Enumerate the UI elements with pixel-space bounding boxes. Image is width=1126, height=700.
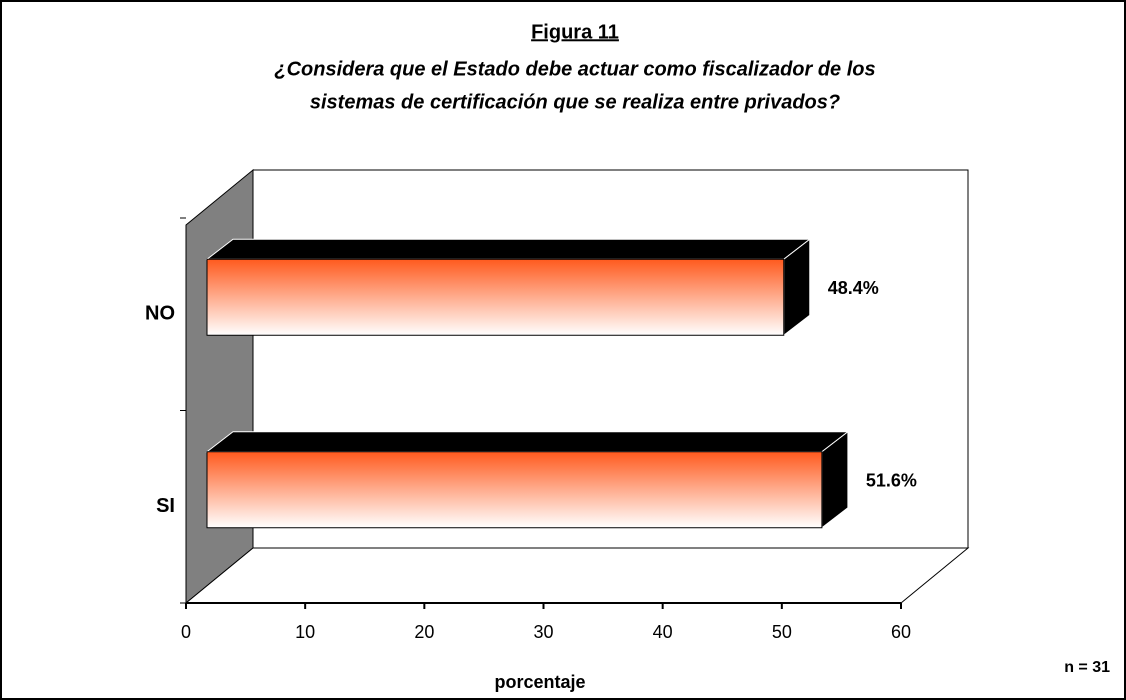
- chart-subtitle: sistemas de certificación que se realiza…: [310, 91, 840, 113]
- annotation: n = 31: [1064, 659, 1110, 676]
- bar-top: [205, 431, 850, 453]
- bar: [206, 258, 785, 336]
- side-wall: [185, 168, 254, 605]
- value-label: 51.6%: [866, 471, 917, 491]
- x-tick-label: 40: [653, 622, 673, 642]
- x-tick-label: 60: [891, 622, 911, 642]
- category-label: SI: [156, 495, 175, 517]
- bar: [206, 451, 823, 529]
- x-axis-label: porcentaje: [494, 672, 585, 692]
- x-tick-label: 0: [181, 622, 191, 642]
- chart-title: Figura 11: [531, 21, 619, 43]
- floor: [184, 547, 970, 604]
- chart-subtitle: ¿Considera que el Estado debe actuar com…: [274, 58, 875, 80]
- value-label: 48.4%: [828, 278, 879, 298]
- category-label: NO: [145, 303, 175, 325]
- x-tick-label: 10: [295, 622, 315, 642]
- bar-top: [205, 238, 812, 260]
- x-tick-label: 50: [772, 622, 792, 642]
- x-tick-label: 30: [533, 622, 553, 642]
- x-tick-label: 20: [414, 622, 434, 642]
